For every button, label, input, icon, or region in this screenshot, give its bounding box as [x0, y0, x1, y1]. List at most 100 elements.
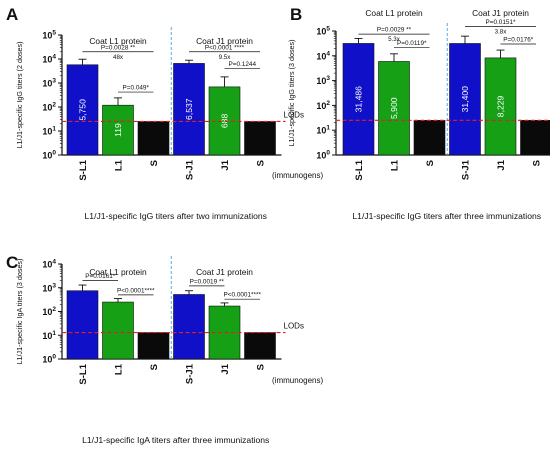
fold-change-label: 5.3x [388, 36, 401, 43]
tick-exponent: 0 [52, 354, 56, 361]
bar-value-label: 6,537 [184, 98, 194, 120]
y-tick-label: 102 [42, 102, 56, 113]
p-value-label: P=0.0151* [485, 19, 516, 26]
category-label: S-L1 [78, 363, 89, 384]
bar [484, 57, 517, 156]
bar-value-label: 688 [220, 114, 230, 129]
y-tick-label: 103 [316, 75, 330, 86]
category-label: S-L1 [354, 159, 365, 180]
y-tick-label: 100 [316, 150, 330, 161]
y-tick-label: 103 [42, 78, 56, 89]
category-label: S [256, 160, 267, 166]
y-tick-label: 102 [42, 306, 56, 317]
bar [66, 290, 99, 360]
y-tick-label: 101 [42, 330, 56, 341]
bar [449, 43, 481, 156]
y-tick-label: 101 [316, 125, 330, 136]
category-label: J1 [220, 159, 231, 170]
group-label: Coat J1 protein [472, 8, 529, 18]
group-label: Coat L1 protein [89, 267, 147, 277]
p-value-label: P=0.0161* [85, 273, 116, 280]
tick-exponent: 3 [52, 78, 56, 85]
tick-base: 10 [316, 76, 326, 86]
p-value-label: P<0.0001**** [117, 287, 155, 294]
category-label: S [149, 364, 160, 370]
y-axis-title: L1/J1-specific IgG titers (3 doses) [287, 39, 296, 146]
bar [102, 104, 134, 156]
tick-base: 10 [316, 51, 326, 61]
group-label: Coat L1 protein [365, 8, 423, 18]
tick-base: 10 [42, 331, 52, 341]
p-value-label: P=0.0119* [397, 40, 427, 47]
tick-base: 10 [42, 283, 52, 293]
y-tick-label: 102 [316, 100, 330, 111]
tick-base: 10 [42, 31, 52, 41]
tick-exponent: 1 [326, 125, 330, 132]
category-label: L1 [114, 159, 125, 171]
tick-exponent: 4 [52, 259, 56, 266]
tick-exponent: 4 [52, 54, 56, 61]
bar [520, 120, 550, 156]
bar-value-label: 8,229 [496, 95, 506, 117]
tick-exponent: 0 [52, 150, 56, 157]
bar [102, 301, 134, 360]
group-label: Coat J1 protein [196, 36, 253, 46]
tick-base: 10 [316, 126, 326, 136]
bar-value-label: 5,750 [78, 99, 88, 121]
x-axis-title: L1/J1-specific IgG titers after two immu… [85, 211, 267, 221]
category-label: J1 [220, 363, 231, 374]
y-axis-title: L1/J1-specific IgG titers (2 doses) [15, 41, 24, 148]
tick-exponent: 0 [326, 150, 330, 157]
fold-change-label: 9.5x [219, 54, 232, 61]
tick-base: 10 [42, 127, 52, 137]
bar [173, 294, 205, 360]
fold-change-label: 48x [113, 54, 124, 61]
bar [137, 332, 170, 360]
tick-exponent: 2 [52, 306, 56, 313]
tick-base: 10 [316, 101, 326, 111]
y-tick-label: 100 [42, 354, 56, 365]
lod-label: LODs [284, 110, 304, 119]
tick-exponent: 2 [52, 102, 56, 109]
tick-base: 10 [42, 103, 52, 113]
tick-exponent: 3 [52, 282, 56, 289]
category-label: S [149, 160, 160, 166]
p-value-label: P<0.0001 **** [205, 44, 245, 51]
tick-exponent: 5 [52, 30, 56, 37]
tick-exponent: 5 [326, 26, 330, 33]
y-tick-label: 103 [42, 282, 56, 293]
tick-base: 10 [42, 355, 52, 365]
category-label: J1 [496, 159, 507, 170]
bar [244, 121, 276, 156]
immunogens-label: (immunogens) [272, 376, 323, 385]
y-tick-label: 100 [42, 150, 56, 161]
category-label: S-J1 [185, 159, 196, 180]
x-axis-title: L1/J1-specific IgG titers after three im… [352, 211, 541, 221]
p-value-label: P=0.0176* [503, 36, 534, 43]
bar [137, 121, 170, 156]
tick-base: 10 [316, 151, 326, 161]
tick-exponent: 1 [52, 126, 56, 133]
y-tick-label: 104 [42, 54, 56, 65]
tick-base: 10 [42, 260, 52, 270]
immunogens-label: (immunogens) [272, 171, 323, 180]
category-label: S-L1 [78, 159, 89, 180]
bar-value-label: 31,486 [354, 86, 364, 113]
x-axis-title: L1/J1-specific IgA titers after three im… [82, 435, 269, 445]
tick-exponent: 2 [326, 100, 330, 107]
tick-base: 10 [42, 79, 52, 89]
tick-base: 10 [316, 27, 326, 37]
p-value-label: P=0.0028 ** [101, 44, 136, 51]
p-value-label: P<0.0001**** [224, 292, 262, 299]
category-label: S [256, 364, 267, 370]
y-tick-label: 105 [42, 30, 56, 41]
bar [66, 64, 99, 156]
panel-letter: A [6, 5, 18, 24]
panel-letter: C [6, 253, 18, 272]
y-tick-label: 101 [42, 126, 56, 137]
group-label: Coat J1 protein [196, 267, 253, 277]
bar-value-label: 119 [113, 123, 123, 137]
